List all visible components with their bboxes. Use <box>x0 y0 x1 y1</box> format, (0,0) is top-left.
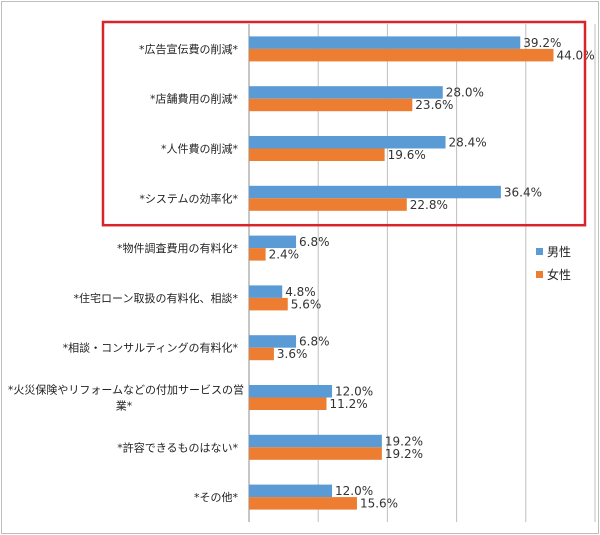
value-label-male-8: 19.2% <box>385 434 423 448</box>
value-label-male-3: 36.4% <box>504 185 542 199</box>
category-label-0: *広告宣伝費の削減* <box>139 42 238 56</box>
value-label-male-0: 39.2% <box>523 36 561 50</box>
bar-male-6 <box>249 335 297 348</box>
bar-male-8 <box>249 434 382 448</box>
bar-male-5 <box>249 285 283 298</box>
bar-female-5 <box>249 297 288 311</box>
bar-female-6 <box>249 347 274 361</box>
value-label-female-3: 22.8% <box>410 198 448 212</box>
bar-female-7 <box>249 397 327 410</box>
value-label-female-2: 19.6% <box>388 148 426 162</box>
bar-male-9 <box>249 484 333 498</box>
legend-label-female: 女性 <box>547 267 571 282</box>
value-label-male-6: 6.8% <box>299 335 330 349</box>
bar-male-7 <box>249 385 333 398</box>
category-label-4: *物件調査費用の有料化* <box>117 241 238 255</box>
highlight-box <box>101 20 587 227</box>
legend-label-male: 男性 <box>547 245 571 259</box>
legend-swatch-male <box>536 248 543 255</box>
bar-male-0 <box>249 36 521 49</box>
bar-female-9 <box>249 497 357 510</box>
bar-male-3 <box>249 185 501 199</box>
category-label-7-line0: *火災保険やリフォームなどの付加サービスの営 <box>8 383 244 397</box>
category-label-7-line1: 業* <box>116 400 133 413</box>
category-label-9: *その他* <box>194 491 238 504</box>
value-label-male-7: 12.0% <box>335 385 373 399</box>
value-labels: 39.2%44.0% 28.0%23.6% 28.4% 19.6% 36.4% 22.8%… <box>269 36 595 511</box>
legend-swatch-female <box>536 271 543 278</box>
value-label-female-1: 23.6% <box>415 98 453 112</box>
highlight-layer <box>101 20 587 227</box>
value-label-female-6: 3.6% <box>277 347 308 361</box>
value-label-female-4: 2.4% <box>269 248 300 262</box>
bar-female-4 <box>249 248 266 261</box>
category-label-6: *相談・コンサルティングの有料化* <box>63 341 239 355</box>
bar-female-8 <box>249 447 382 460</box>
category-labels: *広告宣伝費の削減* *店舗費用の削減* *人件費の削減* *システムの効率化* *物件… <box>8 42 244 504</box>
category-label-8: *許容できるものはない* <box>117 440 238 454</box>
bar-male-1 <box>249 86 443 99</box>
bar-female-2 <box>249 148 385 161</box>
bar-male-4 <box>249 235 297 249</box>
bar-female-1 <box>249 98 413 112</box>
bar-female-3 <box>249 198 407 211</box>
value-label-male-5: 4.8% <box>285 285 316 299</box>
bar-male-2 <box>249 136 446 149</box>
value-label-female-8: 19.2% <box>385 447 423 461</box>
value-label-female-9: 15.6% <box>360 497 398 511</box>
value-label-female-0: 44.0% <box>556 48 594 62</box>
category-label-2: *人件費の削減* <box>161 142 238 156</box>
bar-female-0 <box>249 48 554 62</box>
category-label-3: *システムの効率化* <box>139 191 238 205</box>
value-label-male-1: 28.0% <box>446 86 484 100</box>
value-label-female-5: 5.6% <box>291 297 322 311</box>
value-label-male-4: 6.8% <box>299 235 330 249</box>
category-label-1: *店舗費用の削減* <box>150 92 238 106</box>
category-label-5: *住宅ローン取扱の有料化、相談* <box>74 291 239 305</box>
bars-layer <box>249 36 554 510</box>
value-label-female-7: 11.2% <box>330 397 368 411</box>
value-label-male-2: 28.4% <box>449 136 487 150</box>
value-label-male-9: 12.0% <box>335 484 373 498</box>
